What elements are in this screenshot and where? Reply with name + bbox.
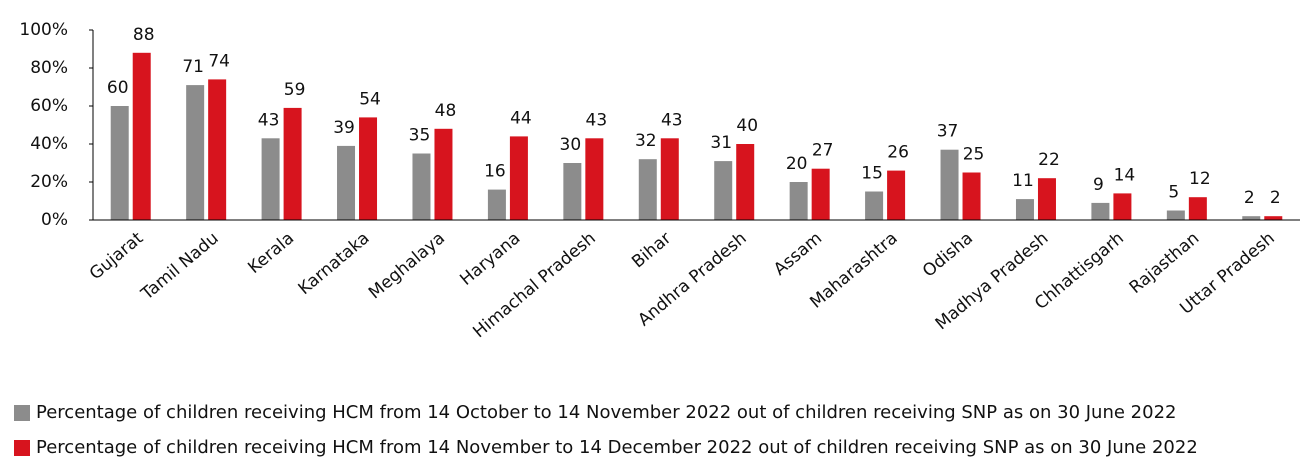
- y-tick-label: 100%: [19, 20, 68, 40]
- bar: [1166, 210, 1185, 220]
- value-label: 2: [1270, 188, 1281, 208]
- bar: [186, 85, 205, 220]
- value-label: 9: [1093, 175, 1104, 195]
- value-label: 26: [887, 143, 909, 163]
- value-label: 43: [258, 110, 280, 130]
- bar: [563, 163, 582, 220]
- value-label: 25: [963, 145, 985, 165]
- y-tick-label: 20%: [30, 172, 68, 192]
- bar: [1188, 197, 1207, 220]
- legend-swatch: [14, 405, 30, 421]
- value-label: 59: [284, 80, 306, 100]
- x-tick-label: Bihar: [628, 228, 675, 272]
- bar: [283, 107, 302, 220]
- value-label: 22: [1038, 150, 1060, 170]
- value-label: 14: [1114, 165, 1136, 185]
- bar: [1015, 199, 1034, 220]
- value-label: 27: [812, 141, 834, 161]
- bar: [412, 153, 431, 220]
- bar: [487, 189, 506, 220]
- bar: [962, 172, 981, 220]
- bar: [1091, 202, 1110, 220]
- bar: [585, 138, 604, 220]
- value-label: 31: [710, 133, 732, 153]
- bar: [509, 136, 528, 220]
- value-label: 16: [484, 162, 506, 182]
- bar: [434, 128, 453, 220]
- y-tick-label: 0%: [41, 210, 68, 230]
- value-label: 15: [861, 164, 883, 184]
- value-label: 88: [133, 25, 155, 45]
- x-tick-label: Karnataka: [295, 228, 374, 299]
- bar: [1037, 178, 1056, 220]
- bar: [1113, 193, 1132, 220]
- bar: [261, 138, 280, 220]
- value-label: 30: [560, 135, 582, 155]
- x-tick-label: Tamil Nadu: [137, 228, 223, 304]
- value-label: 5: [1168, 183, 1179, 203]
- value-label: 11: [1012, 171, 1034, 191]
- value-label: 43: [586, 110, 608, 130]
- y-tick-label: 40%: [30, 134, 68, 154]
- bar: [865, 191, 884, 220]
- x-tick-label: Meghalaya: [365, 228, 449, 303]
- value-label: 74: [208, 51, 230, 71]
- value-label: 44: [510, 108, 532, 128]
- bar: [1264, 216, 1283, 220]
- value-label: 35: [409, 126, 431, 146]
- value-label: 32: [635, 131, 657, 151]
- x-tick-label: Haryana: [456, 228, 524, 290]
- bar: [789, 182, 808, 220]
- value-label: 37: [937, 122, 959, 142]
- value-label: 39: [333, 118, 355, 138]
- bar: [1242, 216, 1261, 220]
- value-label: 20: [786, 154, 808, 174]
- bar: [208, 79, 227, 221]
- bar: [887, 170, 906, 220]
- bar: [660, 138, 679, 220]
- bar: [132, 52, 151, 220]
- x-tick-label: Kerala: [244, 228, 298, 278]
- bar: [940, 149, 959, 220]
- y-tick-label: 60%: [30, 96, 68, 116]
- value-label: 48: [435, 101, 457, 121]
- value-label: 54: [359, 89, 381, 109]
- legend-label: Percentage of children receiving HCM fro…: [36, 402, 1176, 423]
- value-label: 2: [1244, 188, 1255, 208]
- value-label: 12: [1189, 169, 1211, 189]
- value-label: 60: [107, 78, 129, 98]
- value-label: 43: [661, 110, 683, 130]
- bar: [811, 168, 830, 220]
- bar: [359, 117, 378, 220]
- x-tick-label: Gujarat: [86, 228, 147, 284]
- x-tick-label: Rajasthan: [1126, 228, 1204, 298]
- value-label: 71: [182, 57, 204, 77]
- x-tick-label: Himachal Pradesh: [469, 228, 599, 342]
- legend-swatch: [14, 440, 30, 456]
- bar: [638, 159, 657, 220]
- value-label: 40: [736, 116, 758, 136]
- y-tick-label: 80%: [30, 58, 68, 78]
- bar: [337, 145, 356, 220]
- bar: [110, 106, 129, 220]
- legend-label: Percentage of children receiving HCM fro…: [36, 437, 1198, 458]
- bar: [714, 161, 733, 220]
- x-tick-label: Odisha: [919, 228, 977, 281]
- bar: [736, 144, 755, 220]
- x-tick-label: Assam: [770, 228, 826, 280]
